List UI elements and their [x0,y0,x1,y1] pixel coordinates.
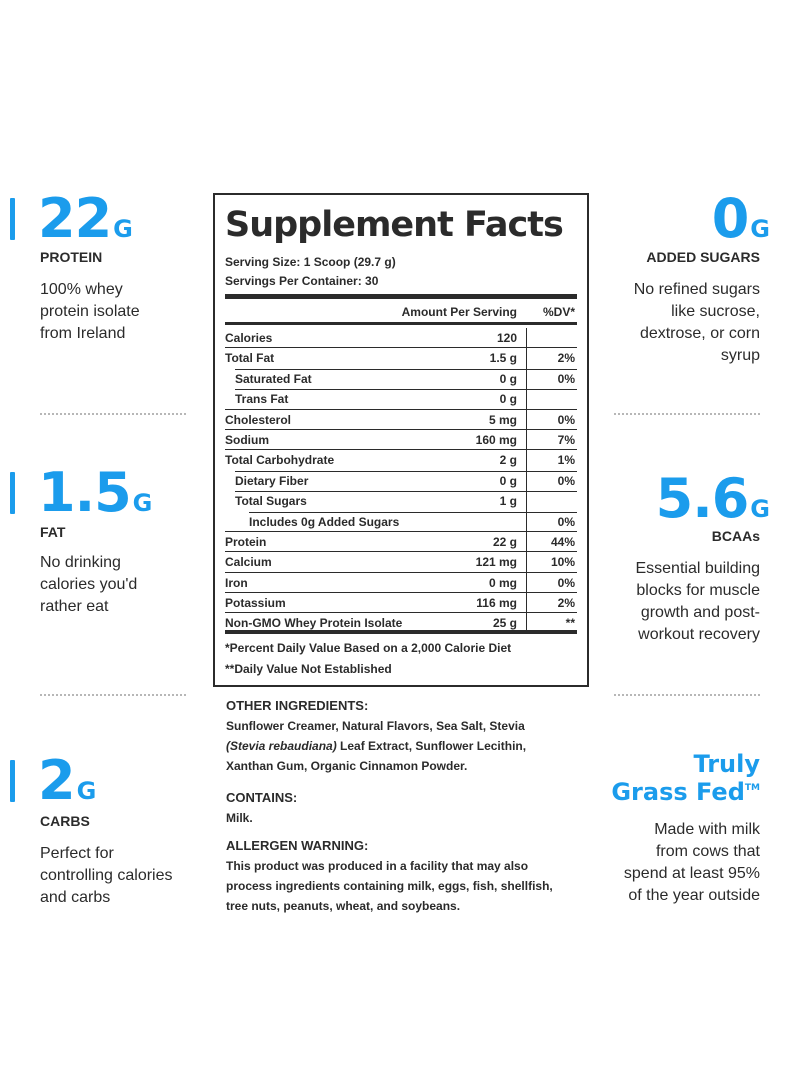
rule-thick [225,322,577,325]
sugars-desc: No refined sugars like sucrose, dextrose, … [633,281,760,364]
other-ingredients-line: (Stevia rebaudiana) Leaf Extract, Sunflo… [226,739,527,753]
protein-desc: 100% whey protein isolate from Ireland [40,281,140,342]
carbs-label: CARBS [40,813,90,829]
sugars-label: ADDED SUGARS [646,249,760,265]
fat-value: 1.5G [38,461,153,524]
divider [614,694,760,696]
footnote-dv: *Percent Daily Value Based on a 2,000 Ca… [225,641,512,655]
allergen-section: ALLERGEN WARNING: This product was produ… [226,836,586,916]
other-ingredients-heading: OTHER INGREDIENTS: [226,698,369,713]
table-row: Calcium 121 mg 10% [225,552,577,573]
table-row: Total Sugars 1 g [225,491,577,513]
facts-rows: Calories 120 Total Fat 1.5 g 2% Saturated F… [225,328,577,634]
dv-header: %DV* [542,305,575,319]
accent-bar [10,198,15,240]
accent-bar [10,760,15,802]
protein-value: 22G [38,187,133,250]
rule-thick [225,294,577,299]
table-row: Includes 0g Added Sugars 0% [225,511,577,532]
grass-fed-desc: Made with milk from cows that spend at lea… [623,821,760,904]
grass-fed-title: Truly Grass FedTM [611,750,760,806]
divider [40,413,186,415]
table-row: Total Fat 1.5 g 2% [225,348,577,370]
other-ingredients: OTHER INGREDIENTS: Sunflower Creamer, Na… [226,696,586,776]
facts-header: Amount Per Serving %DV* [225,305,577,323]
divider [614,413,760,415]
contains-section: CONTAINS: Milk. [226,788,586,828]
table-row: Cholesterol 5 mg 0% [225,409,577,430]
amount-header: Amount Per Serving [401,305,517,319]
allergen-line: This product was produced in a facility … [226,859,529,873]
bcaa-value: 5.6G [655,467,770,530]
protein-label: PROTEIN [40,249,103,265]
fat-desc: No drinking calories you'd rather eat [40,554,138,615]
table-row: Calories 120 [225,328,577,349]
carbs-desc: Perfect for controlling calories and carbs [40,845,173,906]
bcaa-label: BCAAs [711,528,760,544]
divider [40,694,186,696]
other-ingredients-line: Sunflower Creamer, Natural Flavors, Sea … [226,719,525,733]
allergen-line: process ingredients containing milk, egg… [226,879,553,893]
allergen-heading: ALLERGEN WARNING: [226,838,369,853]
table-row: Protein 22 g 44% [225,531,577,553]
accent-bar [10,472,15,514]
servings-per-container: Servings Per Container: 30 [225,274,379,288]
table-row: Iron 0 mg 0% [225,572,577,594]
table-row: Sodium 160 mg 7% [225,429,577,451]
contains-text: Milk. [226,811,253,825]
table-row: Non-GMO Whey Protein Isolate 25 g ** [225,613,577,634]
table-row: Saturated Fat 0 g 0% [225,368,577,391]
bcaa-desc: Essential building blocks for muscle growt… [635,560,760,643]
carbs-value: 2G [38,749,97,812]
table-row: Total Carbohydrate 2 g 1% [225,450,577,472]
panel-title: Supplement Facts [225,205,564,245]
fat-label: FAT [40,524,66,540]
footnote-not-established: **Daily Value Not Established [225,662,392,676]
table-row: Dietary Fiber 0 g 0% [225,470,577,493]
allergen-line: tree nuts, peanuts, wheat, and soybeans. [226,899,461,913]
sugars-value: 0G [711,187,770,250]
contains-heading: CONTAINS: [226,790,298,805]
serving-size: Serving Size: 1 Scoop (29.7 g) [225,255,396,269]
supplement-facts-panel: Supplement Facts Serving Size: 1 Scoop (… [213,193,589,687]
table-row: Trans Fat 0 g [225,389,577,410]
other-ingredients-line: Xanthan Gum, Organic Cinnamon Powder. [226,759,468,773]
table-row: Potassium 116 mg 2% [225,593,577,614]
